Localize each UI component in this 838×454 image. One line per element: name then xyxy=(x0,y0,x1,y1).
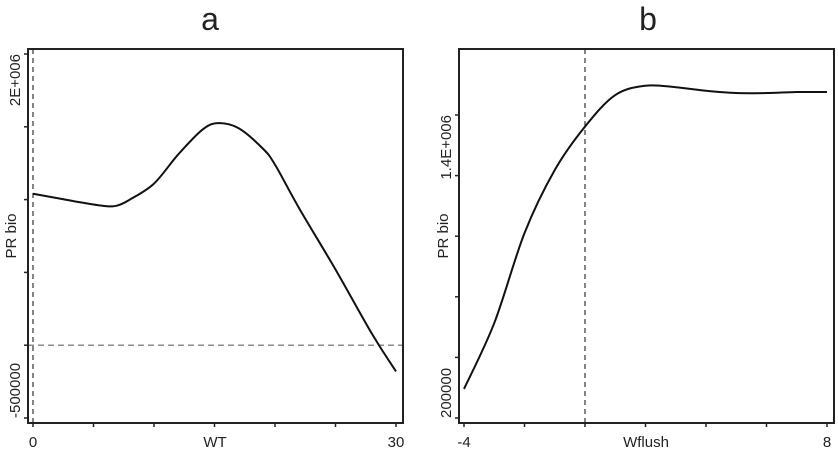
x-axis-label: WT xyxy=(203,434,226,451)
y-tick-label: -500000 xyxy=(7,363,24,418)
x-tick-label: 30 xyxy=(388,434,405,451)
x-tick-label: -4 xyxy=(457,434,470,451)
series-line xyxy=(463,84,828,390)
y-axis-label: PR bio xyxy=(3,213,20,258)
plot-frame xyxy=(27,48,404,424)
series-line xyxy=(32,122,397,372)
plot-frame xyxy=(458,48,835,424)
panel-title: a xyxy=(201,1,219,37)
panel-a: a 0 30 -500000 2E+006 WT PR bio xyxy=(3,1,404,451)
panel-title: b xyxy=(639,1,657,37)
y-axis-label: PR bio xyxy=(435,213,452,258)
y-tick-label: 1.4E+006 xyxy=(438,115,455,180)
y-tick-label: 2E+006 xyxy=(7,54,24,106)
x-tick-label: 0 xyxy=(29,434,37,451)
x-axis-label: Wflush xyxy=(623,434,669,451)
y-tick-label: 200000 xyxy=(438,368,455,418)
panel-b: b -4 8 200000 1.4E+006 Wflush PR bio xyxy=(435,1,835,451)
x-tick-label: 8 xyxy=(823,434,831,451)
